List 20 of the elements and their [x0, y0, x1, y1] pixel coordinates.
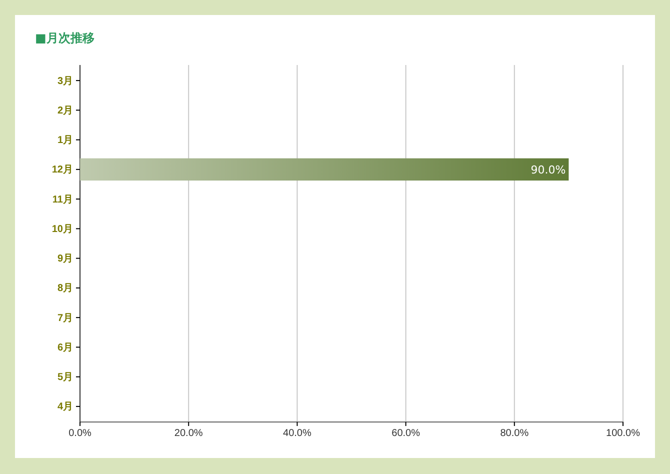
x-tick-label: 0.0% [68, 428, 92, 440]
y-tick-label: 11月 [52, 194, 73, 206]
x-tick-label: 40.0% [283, 428, 312, 440]
y-tick-label: 3月 [57, 76, 73, 87]
x-tick-label: 100.0% [606, 428, 640, 440]
x-tick-label: 20.0% [174, 428, 203, 440]
y-tick-label: 7月 [57, 312, 73, 324]
y-tick-label: 6月 [57, 342, 73, 354]
y-tick-label: 1月 [57, 135, 73, 146]
data-label: 90.0% [530, 163, 566, 176]
y-tick-label: 2月 [57, 105, 73, 116]
chart-title: ■月次推移 [35, 31, 94, 45]
x-tick-label: 60.0% [392, 428, 420, 440]
y-tick-label: 5月 [57, 372, 73, 384]
y-tick-label: 12月 [52, 164, 73, 176]
y-tick-label: 9月 [57, 254, 73, 265]
x-tick-label: 80.0% [500, 428, 529, 440]
y-tick-label: 8月 [57, 283, 73, 294]
y-tick-label: 4月 [57, 402, 73, 413]
y-tick-label: 10月 [52, 224, 73, 235]
